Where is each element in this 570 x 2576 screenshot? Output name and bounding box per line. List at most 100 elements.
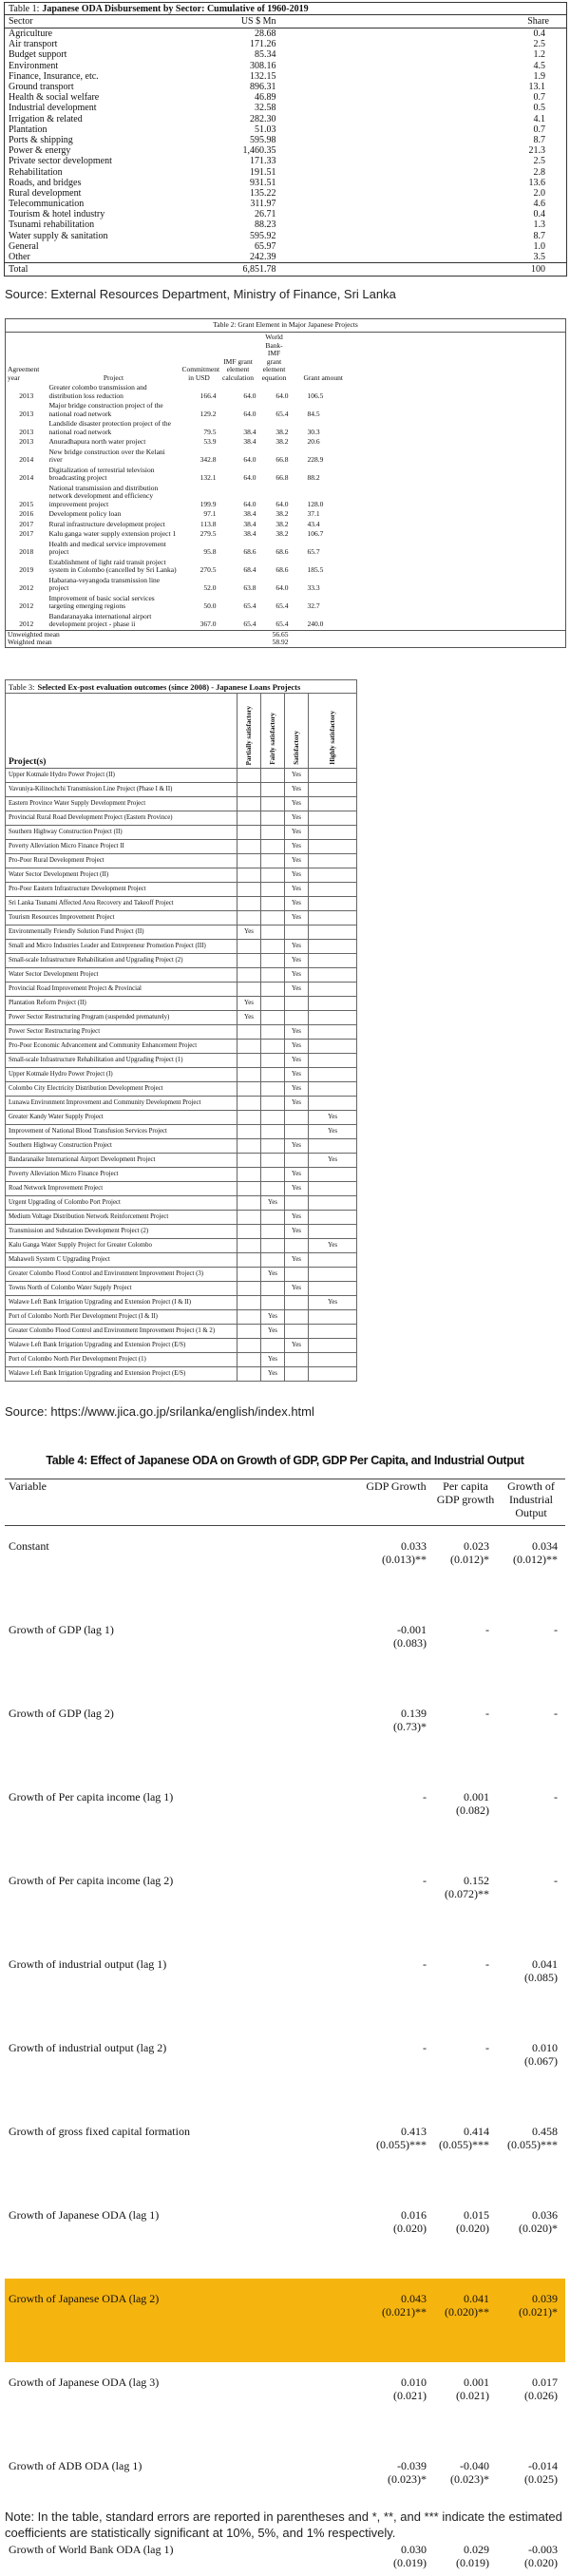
cell: 242.39 (250, 252, 276, 263)
cell: 28.68 (255, 29, 276, 40)
coefficient: 0.016 (401, 2208, 427, 2222)
cell: Anuradhapura north water project (48, 437, 146, 446)
table-row: Growth of industrial output (lag 1) - -0.0… (5, 1944, 565, 2028)
coefficient: - (485, 1957, 489, 1971)
column-header: Per capita GDP growth (434, 1479, 497, 1526)
cell: Power & energy (9, 145, 71, 157)
cell (237, 853, 261, 868)
cell: 65.4 (276, 601, 289, 610)
cell (260, 1338, 285, 1353)
cell (260, 925, 285, 940)
estimate-cell: -0.040 (0.023)* (434, 2446, 497, 2529)
cell: Water supply & sanitation (9, 230, 108, 241)
coefficient: 0.034 (532, 1539, 558, 1553)
cell: Water Sector Development Project (5, 967, 238, 983)
cell: Pro-Poor Eastern Infrastructure Developm… (5, 882, 238, 897)
cell (237, 1338, 261, 1353)
table-row: Water Sector Development Project Yes (5, 967, 358, 983)
cell (284, 925, 309, 940)
table-row: Agriculture 28.68 0.4 (5, 29, 567, 40)
estimate-cell: 0.043 (0.021)** (358, 2279, 434, 2362)
cell (237, 910, 261, 925)
cell: Irrigation & related (9, 113, 83, 124)
cell: 279.5 (200, 529, 217, 538)
coefficient: 0.010 (401, 2376, 427, 2389)
cell: Bandaranaike International Airport Devel… (5, 1153, 238, 1168)
cell: Poverty Alleviation Micro Finance Projec… (5, 1167, 238, 1182)
cell: Provincial Rural Road Development Projec… (5, 811, 238, 826)
table-row: Environment 308.16 4.5 (5, 61, 567, 71)
cell: Mahaweli System C Upgrading Project (5, 1252, 238, 1268)
cell: Yes (284, 839, 309, 854)
coefficient: - (485, 1623, 489, 1636)
cell (284, 1295, 309, 1310)
cell: Power Sector Restructuring Program (susp… (5, 1010, 238, 1025)
table-row: Other 242.39 3.5 (5, 252, 567, 263)
cell: Bandaranayaka international airport deve… (48, 611, 152, 628)
variable: Growth of GDP (lag 2) (9, 1707, 114, 1720)
table-row: Towns North of Colombo Water Supply Proj… (5, 1281, 358, 1296)
cell (260, 896, 285, 911)
table-row: Water supply & sanitation 595.92 8.7 (5, 231, 567, 241)
table-row: Medium Voltage Distribution Network Rein… (5, 1210, 358, 1225)
column-header-cell: Fairly satisfactory (260, 693, 285, 769)
coefficient: 0.041 (532, 1957, 558, 1971)
cell (260, 1295, 285, 1310)
table-row: Growth of Japanese ODA (lag 3) 0.010 (0.02… (5, 2362, 565, 2446)
cell (290, 629, 566, 639)
cell: 38.4 (243, 437, 256, 446)
cell: Industrial development (9, 103, 97, 114)
coefficient: 0.001 (464, 1790, 489, 1803)
cell: Yes (284, 967, 309, 983)
cell (237, 1195, 261, 1211)
standard-error: (0.072)** (445, 1887, 489, 1900)
cell: Port of Colombo North Pier Development P… (5, 1309, 238, 1325)
cell (260, 1238, 285, 1253)
cell: Pro-Poor Rural Development Project (5, 853, 238, 868)
cell: Southern Highway Construction Project (I… (5, 825, 238, 840)
cell (284, 1352, 309, 1367)
table-row: Rehabilitation 191.51 2.8 (5, 166, 567, 178)
cell: 32.58 (255, 103, 276, 114)
standard-error: (0.020) (524, 2556, 558, 2569)
caption-cell: Table 2: Grant Element in Major Japanese… (5, 318, 566, 333)
cell (260, 1067, 285, 1082)
cell (237, 1153, 261, 1168)
coefficient: 0.029 (464, 2543, 489, 2556)
coefficient: - (554, 1623, 558, 1636)
table-row: Growth of gross fixed capital formation 0… (5, 2111, 565, 2195)
coefficient: -0.003 (528, 2543, 558, 2556)
estimate-cell: -0.014 (0.025) (497, 2446, 565, 2529)
cell: 2012 (19, 583, 34, 592)
cell: Yes (284, 1181, 309, 1196)
caption-row: Table 1: Japanese ODA Disbursement by Sec… (4, 2, 567, 15)
standard-error: (0.012)* (450, 1553, 489, 1566)
cell (307, 1267, 358, 1282)
standard-error: (0.019) (456, 2556, 489, 2569)
cell: 64.0 (276, 583, 289, 592)
estimate-cell: 0.034 (0.012)** (497, 1526, 565, 1611)
cell: Water Sector Development Project (II) (5, 868, 238, 883)
cell: Improvement of National Blood Transfusio… (5, 1124, 238, 1139)
cell: Private sector development (9, 156, 112, 167)
cell: 0.7 (533, 92, 546, 104)
table-row: Growth of Per capita income (lag 1) -0.00… (5, 1777, 565, 1860)
cell: 896.31 (250, 82, 276, 93)
cell: 595.92 (250, 230, 276, 241)
coefficient: -0.014 (528, 2459, 558, 2472)
table-row: 2013 Anuradhapura north water project 53.9… (6, 437, 566, 448)
cell: 64.0 (276, 391, 289, 400)
table-row: Walawe Left Bank Irrigation Upgrading an… (5, 1366, 358, 1382)
cell: Major bridge construction project of the… (48, 401, 163, 418)
coefficient: - (554, 1790, 558, 1803)
cell: 282.30 (250, 113, 276, 124)
cell: 135.22 (250, 187, 276, 199)
cell: 43.4 (307, 519, 320, 528)
cell: 1.2 (533, 49, 546, 61)
cell (307, 896, 358, 911)
cell (307, 910, 358, 925)
table-row: General 65.97 1.0 (5, 241, 567, 252)
cell: Lunawa Environment Improvement and Commu… (5, 1096, 238, 1111)
table-row: Eastern Province Water Supply Developmen… (5, 796, 358, 811)
cell: Poverty Alleviation Micro Finance Projec… (5, 839, 238, 854)
